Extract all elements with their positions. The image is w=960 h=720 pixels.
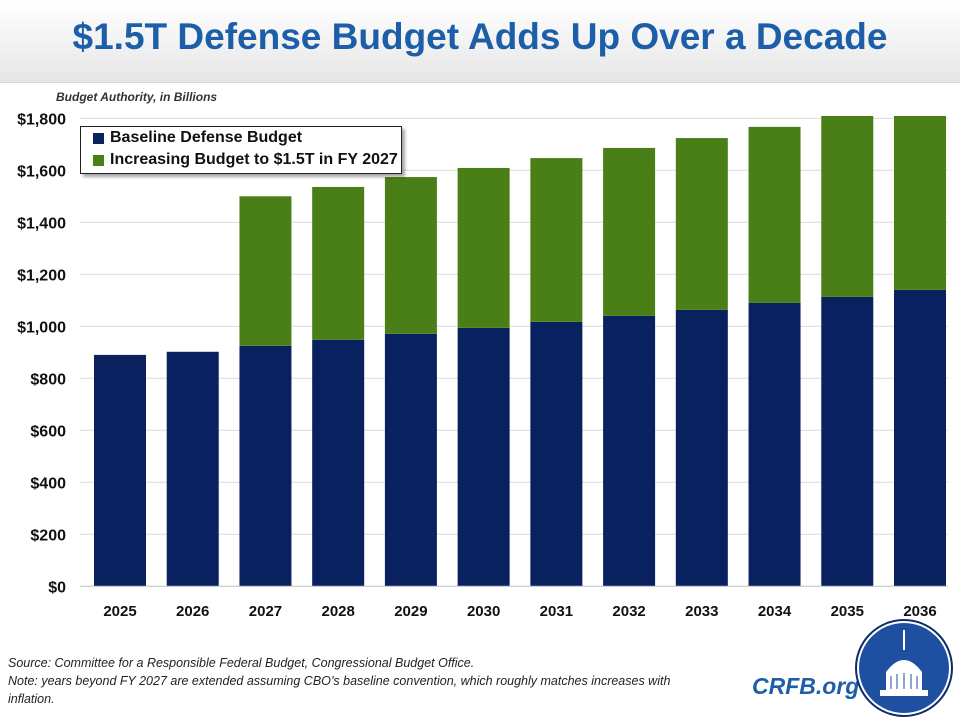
legend-item-increase: Increasing Budget to $1.5T in FY 2027 — [81, 149, 401, 171]
y-tick-label: $400 — [30, 475, 66, 492]
y-tick-label: $1,800 — [17, 111, 66, 128]
legend-item-baseline: Baseline Defense Budget — [81, 127, 401, 149]
bar-increase — [457, 167, 510, 328]
bar-baseline — [457, 327, 510, 587]
bar-baseline — [675, 309, 728, 587]
y-tick-label: $1,400 — [17, 215, 66, 232]
x-tick-label: 2033 — [685, 603, 718, 620]
y-tick-label: $600 — [30, 423, 66, 440]
bar-baseline — [239, 345, 292, 587]
x-tick-label: 2029 — [394, 603, 427, 620]
bar-increase — [384, 177, 437, 334]
bar-baseline — [748, 302, 801, 587]
bar-baseline — [94, 354, 146, 587]
legend-label: Baseline Defense Budget — [110, 129, 303, 146]
y-axis-label: Budget Authority, in Billions — [56, 90, 218, 104]
bar-increase — [821, 115, 874, 297]
y-tick-label: $0 — [48, 579, 66, 596]
title-bar: $1.5T Defense Budget Adds Up Over a Deca… — [0, 0, 960, 83]
site-link[interactable]: CRFB.org — [752, 673, 860, 699]
x-tick-label: 2036 — [903, 603, 936, 620]
x-tick-label: 2035 — [831, 603, 864, 620]
x-tick-label: 2034 — [758, 603, 792, 620]
footnotes: Source: Committee for a Responsible Fede… — [8, 654, 698, 708]
legend-label: Increasing Budget to $1.5T in FY 2027 — [110, 151, 398, 168]
y-tick-label: $800 — [30, 371, 66, 388]
x-tick-label: 2030 — [467, 603, 500, 620]
bar-increase — [603, 147, 656, 316]
bar-baseline — [312, 339, 365, 587]
x-tick-label: 2026 — [176, 603, 209, 620]
x-tick-label: 2025 — [103, 603, 136, 620]
source-note: Source: Committee for a Responsible Fede… — [8, 656, 475, 670]
bar-increase — [748, 126, 801, 303]
y-tick-label: $1,200 — [17, 267, 66, 284]
x-tick-label: 2032 — [612, 603, 645, 620]
bar-baseline — [384, 333, 437, 587]
x-tick-label: 2031 — [540, 603, 573, 620]
methodology-note: Note: years beyond FY 2027 are extended … — [8, 674, 671, 706]
y-tick-label: $1,600 — [17, 163, 66, 180]
bar-baseline — [603, 315, 656, 587]
legend-swatch-baseline — [93, 132, 104, 144]
x-tick-label: 2028 — [321, 603, 354, 620]
bar-increase — [239, 196, 292, 346]
chart-title: $1.5T Defense Budget Adds Up Over a Deca… — [72, 16, 888, 57]
bar-increase — [894, 115, 946, 290]
bar-increase — [675, 138, 728, 310]
x-tick-label: 2027 — [249, 603, 282, 620]
bar-baseline — [166, 351, 219, 587]
legend-swatch-increase — [93, 154, 104, 166]
y-tick-label: $200 — [30, 527, 66, 544]
legend: Baseline Defense Budget Increasing Budge… — [80, 126, 402, 174]
bar-increase — [312, 186, 365, 340]
bar-baseline — [530, 321, 583, 587]
bar-baseline — [894, 289, 946, 587]
bar-baseline — [821, 296, 874, 587]
bar-increase — [530, 158, 583, 322]
y-tick-label: $1,000 — [17, 319, 66, 336]
